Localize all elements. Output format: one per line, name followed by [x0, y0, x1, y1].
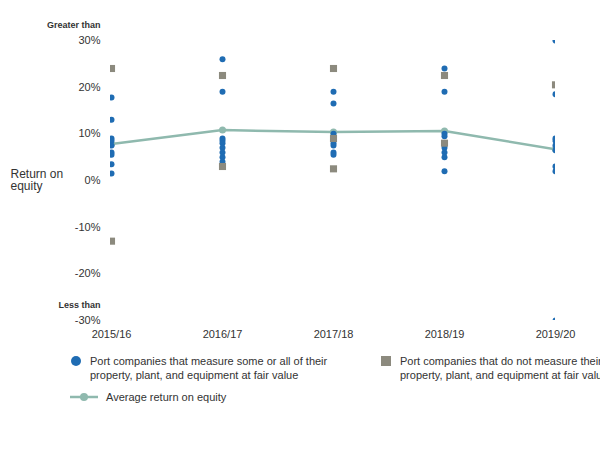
svg-text:Greater than: Greater than [47, 20, 101, 30]
svg-text:0%: 0% [85, 174, 101, 186]
svg-text:2017/18: 2017/18 [314, 328, 354, 340]
svg-text:-20%: -20% [75, 267, 101, 279]
svg-text:2019/20: 2019/20 [536, 328, 576, 340]
svg-text:Return onequity: Return onequity [11, 167, 64, 193]
svg-text:2018/19: 2018/19 [425, 328, 465, 340]
svg-text:2016/17: 2016/17 [203, 328, 243, 340]
svg-text:20%: 20% [78, 81, 100, 93]
svg-text:-30%: -30% [75, 314, 101, 326]
svg-text:2015/16: 2015/16 [92, 328, 132, 340]
svg-text:-10%: -10% [75, 221, 101, 233]
svg-text:Less than: Less than [58, 300, 100, 310]
html-text:Port companies that measure so: Port companies that measure some or all … [90, 355, 328, 381]
svg-text:30%: 30% [78, 34, 100, 46]
html-text:Average return on equity: Average return on equity [106, 391, 227, 403]
svg-text:10%: 10% [78, 127, 100, 139]
